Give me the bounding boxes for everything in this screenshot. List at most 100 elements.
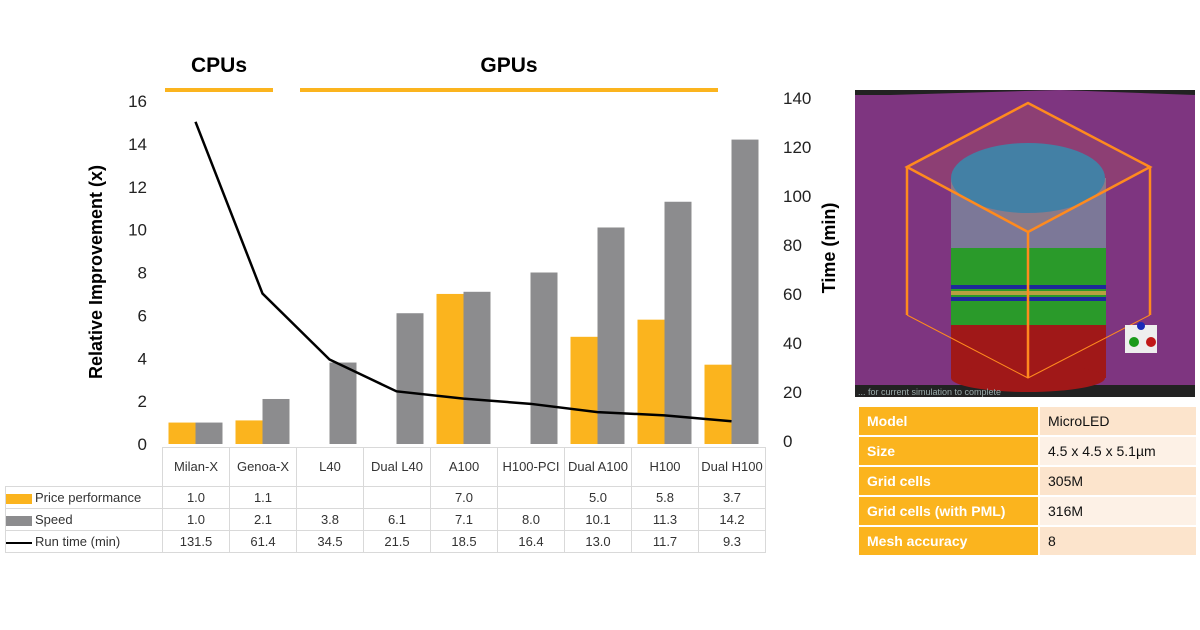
series-name: Speed: [35, 512, 73, 527]
info-value: 305M: [1038, 465, 1198, 497]
table-cell: 1.1: [229, 486, 297, 509]
y-tick-label: 8: [138, 264, 147, 283]
bar-speed: [597, 227, 625, 444]
table-row: Speed 1.0 2.1 3.8 6.1 7.1 8.0 10.1 11.3 14.2: [5, 508, 766, 531]
data-table: Milan-X Genoa-X L40 Dual L40 A100 H100-PCI Dua…: [5, 447, 766, 553]
bar-speed: [463, 291, 491, 444]
table-cell: 61.4: [229, 530, 297, 553]
y-tick-label: 4: [138, 349, 147, 368]
category-label: Genoa-X: [229, 447, 297, 487]
line-run-time: [194, 121, 732, 423]
category-label: Dual H100: [698, 447, 766, 487]
y-tick-label: 14: [128, 135, 147, 154]
table-cell: 18.5: [430, 530, 498, 553]
table-cell: 7.0: [430, 486, 498, 509]
info-row: Mesh accuracy 8: [857, 525, 1198, 557]
legend-swatch: [6, 493, 32, 504]
table-cell: 7.1: [430, 508, 498, 531]
info-value: MicroLED: [1038, 405, 1198, 437]
bar-speed: [530, 272, 558, 444]
table-cell: 131.5: [162, 530, 230, 553]
table-row: Price performance 1.0 1.1 7.0 5.0 5.8 3.7: [5, 486, 766, 509]
table-cell: 1.0: [162, 486, 230, 509]
category-label: A100: [430, 447, 498, 487]
table-cell: 16.4: [497, 530, 565, 553]
bar-speed: [396, 313, 424, 444]
group-label: GPUs: [480, 54, 537, 77]
table-cell: 3.7: [698, 486, 766, 509]
table-cell: 5.0: [564, 486, 632, 509]
info-value: 4.5 x 4.5 x 5.1µm: [1038, 435, 1198, 467]
info-key: Mesh accuracy: [857, 525, 1040, 557]
table-cell: 13.0: [564, 530, 632, 553]
y2-tick-label: 20: [783, 383, 802, 402]
y2-tick-label: 120: [783, 138, 811, 157]
info-row: Grid cells (with PML) 316M: [857, 495, 1198, 527]
category-label: Dual L40: [363, 447, 431, 487]
y-tick-label: 0: [138, 435, 147, 454]
category-label: H100: [631, 447, 699, 487]
table-cell: 6.1: [363, 508, 431, 531]
series-name: Run time (min): [35, 534, 121, 549]
table-cell: 3.8: [296, 508, 364, 531]
bar-speed: [195, 422, 223, 444]
y2-tick-label: 100: [783, 187, 811, 206]
y2-tick-label: 80: [783, 236, 802, 255]
y-tick-label: 6: [138, 306, 147, 325]
y2-tick-label: 140: [783, 89, 811, 108]
bar-price-performance: [637, 319, 665, 444]
table-cell: 21.5: [363, 530, 431, 553]
info-key: Model: [857, 405, 1040, 437]
y-axis-title: Relative Improvement (x): [86, 165, 106, 379]
bar-price-performance: [436, 293, 464, 444]
y2-tick-label: 60: [783, 285, 802, 304]
info-key: Grid cells: [857, 465, 1040, 497]
table-cell: 5.8: [631, 486, 699, 509]
table-cell: [296, 486, 364, 509]
y-tick-label: 2: [138, 392, 147, 411]
bar-price-performance: [704, 364, 732, 444]
category-label: H100-PCI: [497, 447, 565, 487]
info-row: Size 4.5 x 4.5 x 5.1µm: [857, 435, 1198, 467]
info-row: Grid cells 305M: [857, 465, 1198, 497]
group-label: CPUs: [191, 54, 247, 77]
bar-speed: [262, 398, 290, 444]
table-cell: [497, 486, 565, 509]
info-key: Size: [857, 435, 1040, 467]
info-value: 316M: [1038, 495, 1198, 527]
bar-speed: [664, 201, 692, 444]
model-info-table: Model MicroLED Size 4.5 x 4.5 x 5.1µm Grid c…: [857, 405, 1198, 557]
bar-speed: [731, 139, 759, 444]
y-tick-label: 10: [128, 221, 147, 240]
category-label: Dual A100: [564, 447, 632, 487]
table-cell: [363, 486, 431, 509]
legend-swatch: [6, 515, 32, 526]
bar-speed: [329, 362, 357, 444]
y-tick-label: 16: [128, 92, 147, 111]
bar-price-performance: [168, 422, 196, 444]
table-row: Run time (min) 131.5 61.4 34.5 21.5 18.5 16.4 1…: [5, 530, 766, 553]
info-key: Grid cells (with PML): [857, 495, 1040, 527]
table-cell: 1.0: [162, 508, 230, 531]
table-corner: [5, 447, 163, 487]
category-label: L40: [296, 447, 364, 487]
table-cell: 2.1: [229, 508, 297, 531]
y2-tick-label: 40: [783, 334, 802, 353]
y2-axis-title: Time (min): [819, 203, 839, 294]
table-cell: 14.2: [698, 508, 766, 531]
table-cell: 11.3: [631, 508, 699, 531]
y-tick-label: 12: [128, 178, 147, 197]
table-cell: 10.1: [564, 508, 632, 531]
table-cell: 11.7: [631, 530, 699, 553]
info-row: Model MicroLED: [857, 405, 1198, 437]
y2-tick-label: 0: [783, 432, 792, 451]
legend-swatch: [6, 541, 32, 544]
info-value: 8: [1038, 525, 1198, 557]
table-cell: 34.5: [296, 530, 364, 553]
bar-price-performance: [235, 420, 263, 444]
category-label: Milan-X: [162, 447, 230, 487]
table-cell: 9.3: [698, 530, 766, 553]
bar-price-performance: [570, 336, 598, 444]
series-name: Price performance: [35, 490, 142, 505]
